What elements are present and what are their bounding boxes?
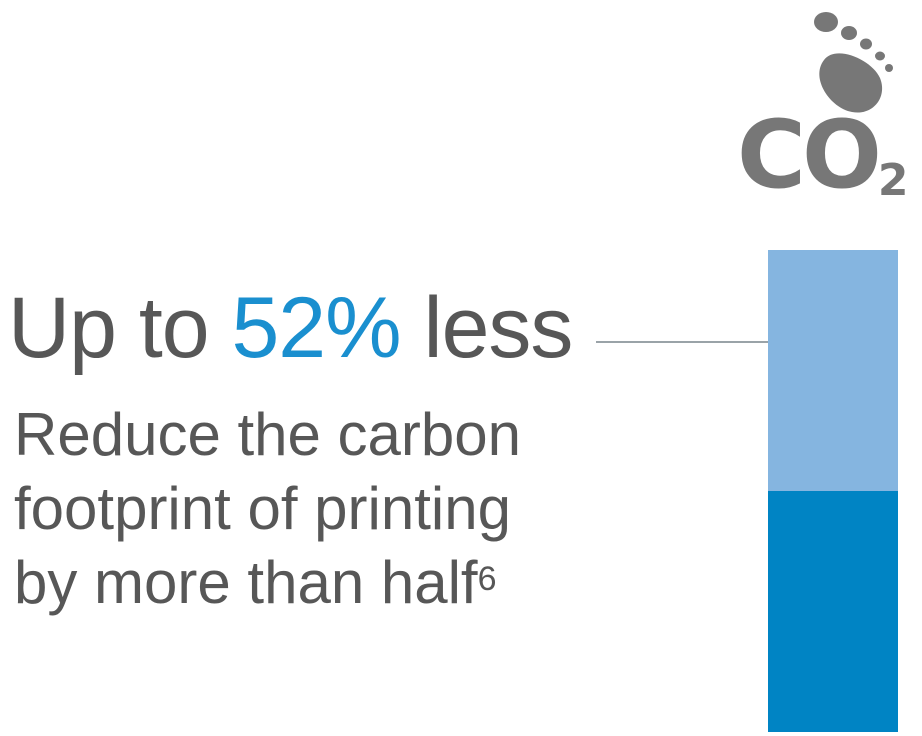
callout-connector-line bbox=[596, 341, 832, 343]
co2-logo-text: CO bbox=[737, 101, 882, 210]
subtitle: Reduce the carbon footprint of printing … bbox=[14, 398, 574, 620]
co2-logo: CO2 bbox=[737, 106, 909, 223]
subtitle-line-2: footprint of printing bbox=[14, 475, 511, 542]
bar-segment-reduction bbox=[768, 250, 898, 491]
headline-prefix: Up to bbox=[8, 280, 232, 376]
headline-suffix: less bbox=[400, 280, 573, 376]
headline-percentage: 52% bbox=[231, 280, 401, 376]
subtitle-line-1: Reduce the carbon bbox=[14, 401, 522, 468]
co2-logo-subscript: 2 bbox=[877, 155, 909, 206]
footnote-marker: 6 bbox=[477, 560, 497, 598]
subtitle-line-3: by more than half bbox=[14, 549, 478, 616]
headline: Up to 52% less bbox=[8, 278, 573, 378]
subtitle-line-3-wrap: by more than half6 bbox=[14, 546, 574, 620]
bar-segment-remaining bbox=[768, 491, 898, 732]
footprint-icon bbox=[814, 12, 893, 113]
